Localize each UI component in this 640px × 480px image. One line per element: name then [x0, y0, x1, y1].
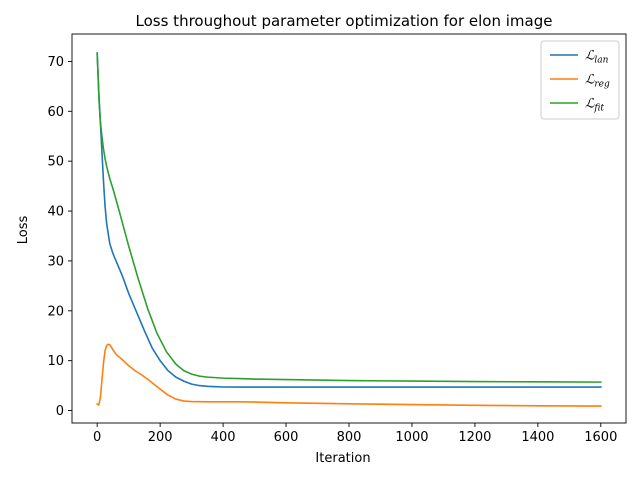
x-tick-label: 1600 — [584, 430, 617, 445]
series-line-fit — [96, 52, 602, 383]
x-axis-title: Iteration — [315, 451, 370, 466]
y-tick-label: 30 — [47, 254, 64, 269]
x-tick-label: 600 — [274, 430, 299, 445]
x-tick-label: 800 — [337, 430, 362, 445]
x-axis-ticks: 0 200 400 600 800 1000 1200 1400 1600 — [93, 423, 617, 445]
legend-label-reg: ℒreg — [585, 73, 610, 90]
y-tick-label: 60 — [47, 105, 64, 120]
series-line-reg — [96, 343, 602, 407]
x-tick-label: 1400 — [521, 430, 554, 445]
chart-title: Loss throughout parameter optimization f… — [136, 12, 553, 30]
x-tick-label: 1000 — [395, 430, 428, 445]
legend-box — [540, 40, 620, 120]
legend: ℒlan ℒreg ℒfit — [540, 40, 620, 120]
y-tick-label: 10 — [47, 354, 64, 369]
x-tick-label: 1200 — [458, 430, 491, 445]
y-tick-label: 40 — [47, 205, 64, 220]
x-tick-label: 0 — [93, 430, 101, 445]
legend-label-fit: ℒfit — [585, 97, 604, 114]
x-tick-label: 400 — [211, 430, 236, 445]
x-tick-label: 200 — [148, 430, 173, 445]
y-axis-ticks: 0 10 20 30 40 50 60 70 — [47, 55, 72, 419]
plot-lines — [96, 52, 602, 407]
legend-label-lan: ℒlan — [585, 49, 609, 66]
y-tick-label: 70 — [47, 55, 64, 70]
series-line-lan — [96, 53, 602, 388]
y-tick-label: 50 — [47, 155, 64, 170]
y-tick-label: 20 — [47, 304, 64, 319]
y-tick-label: 0 — [56, 404, 64, 419]
y-axis-title: Loss — [16, 216, 31, 245]
